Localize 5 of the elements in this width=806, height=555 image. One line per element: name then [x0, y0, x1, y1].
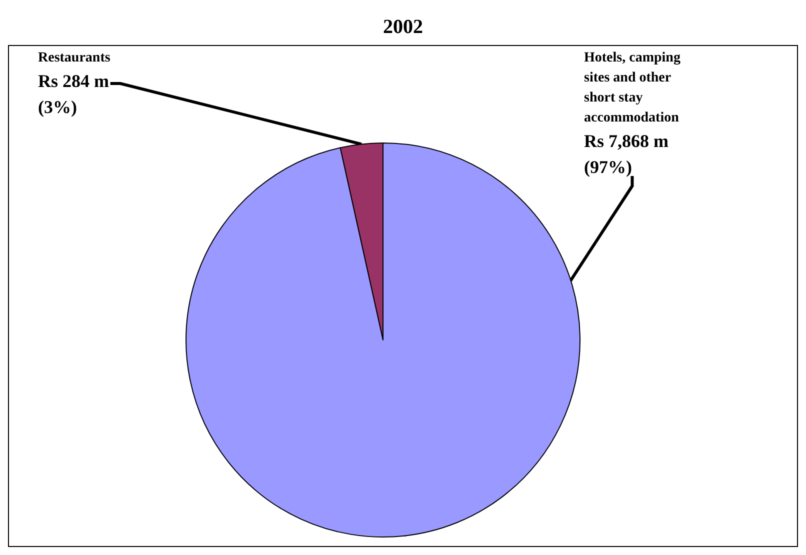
data-label: Rs 7,868 m (97%): [584, 131, 669, 177]
slice-label: Restaurants: [38, 50, 111, 66]
chart-title: 2002: [383, 16, 423, 38]
slice-label: Hotels, camping sites and other short stay accommodation: [584, 50, 680, 126]
data-label: Rs 284 m (3%): [38, 71, 110, 117]
